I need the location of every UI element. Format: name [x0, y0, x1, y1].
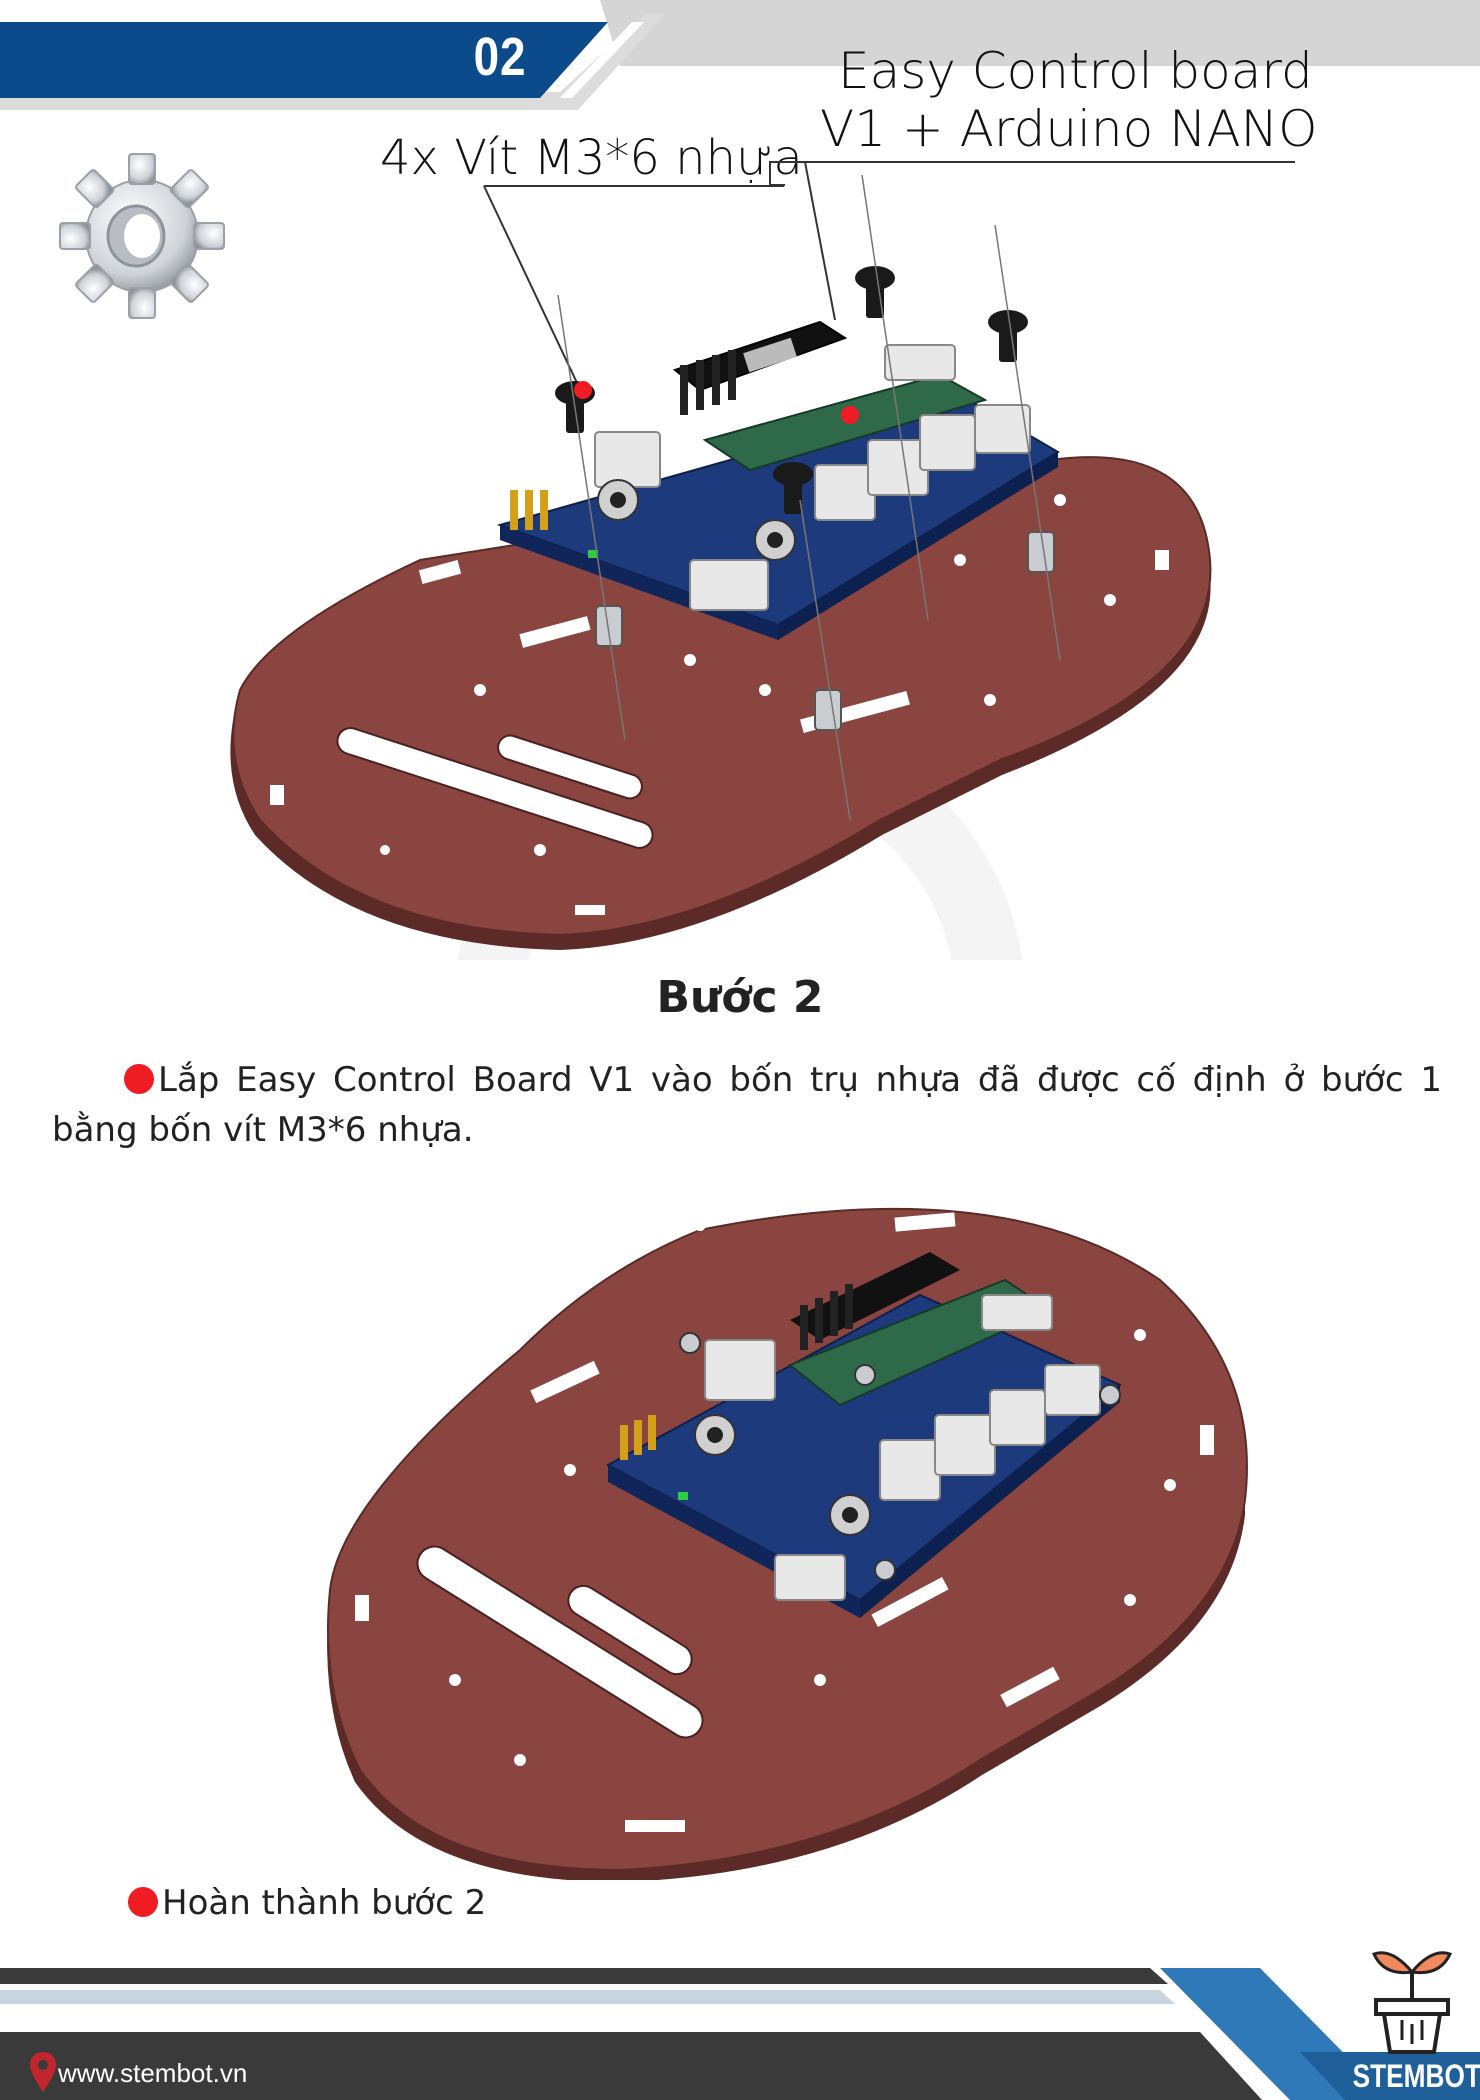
screw-label: 4x Vít M3*6 nhựa	[380, 130, 803, 186]
step-number: 02	[473, 27, 527, 87]
bullet-icon	[124, 1064, 154, 1094]
footer-band	[0, 1968, 1480, 2100]
location-pin-icon	[30, 2052, 56, 2092]
pcb-board-2	[605, 1252, 1122, 1618]
screw-marker	[574, 381, 592, 399]
step-title: Bước 2	[656, 972, 824, 1023]
gear-icon	[59, 153, 225, 319]
chassis-plate-1	[230, 456, 1212, 950]
bullet-icon	[128, 1887, 158, 1917]
pcb-board-1	[496, 320, 1060, 640]
assembled-diagram	[327, 1207, 1248, 1880]
board-label-line1: Easy Control board	[838, 42, 1313, 100]
plant-logo-icon	[1371, 1951, 1453, 2054]
website-link[interactable]: www.stembot.vn	[58, 2058, 248, 2088]
completion-text: Hoàn thành bước 2	[128, 1883, 486, 1923]
exploded-assembly-diagram	[230, 161, 1295, 960]
header-band	[0, 0, 1480, 110]
board-label-line2: V1 + Arduino NANO	[820, 100, 1318, 158]
screws-exploded	[555, 266, 1028, 514]
brand-name: STEMBOT	[1352, 2058, 1480, 2094]
instruction-text: Lắp Easy Control Board V1 vào bốn trụ nh…	[52, 1060, 1442, 1150]
board-marker	[841, 406, 859, 424]
